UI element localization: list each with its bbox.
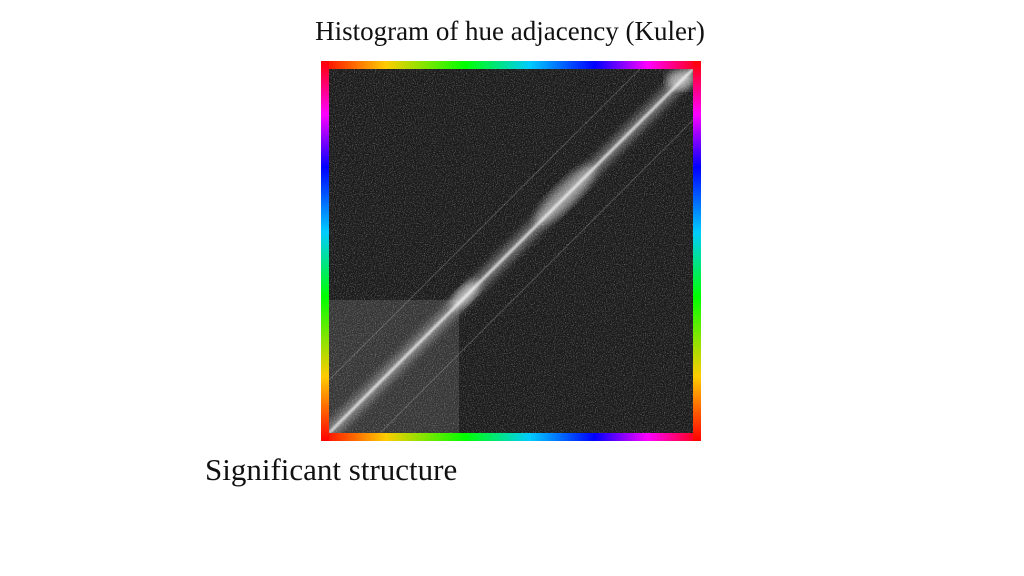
off-diagonal: [329, 69, 641, 381]
histogram-image: [329, 69, 693, 433]
hue-bar-left: [321, 61, 329, 441]
slide-title: Histogram of hue adjacency (Kuler): [315, 16, 705, 46]
hue-bar-top: [321, 61, 701, 69]
diagonal: [329, 69, 693, 433]
slide-caption: Significant structure: [205, 452, 458, 487]
hue-bar-right: [693, 61, 701, 441]
hue-bar-bottom: [321, 433, 701, 441]
off-diagonal: [379, 119, 693, 433]
hotspot: [451, 281, 479, 309]
hotspot: [666, 70, 693, 90]
hotspot: [535, 165, 595, 225]
